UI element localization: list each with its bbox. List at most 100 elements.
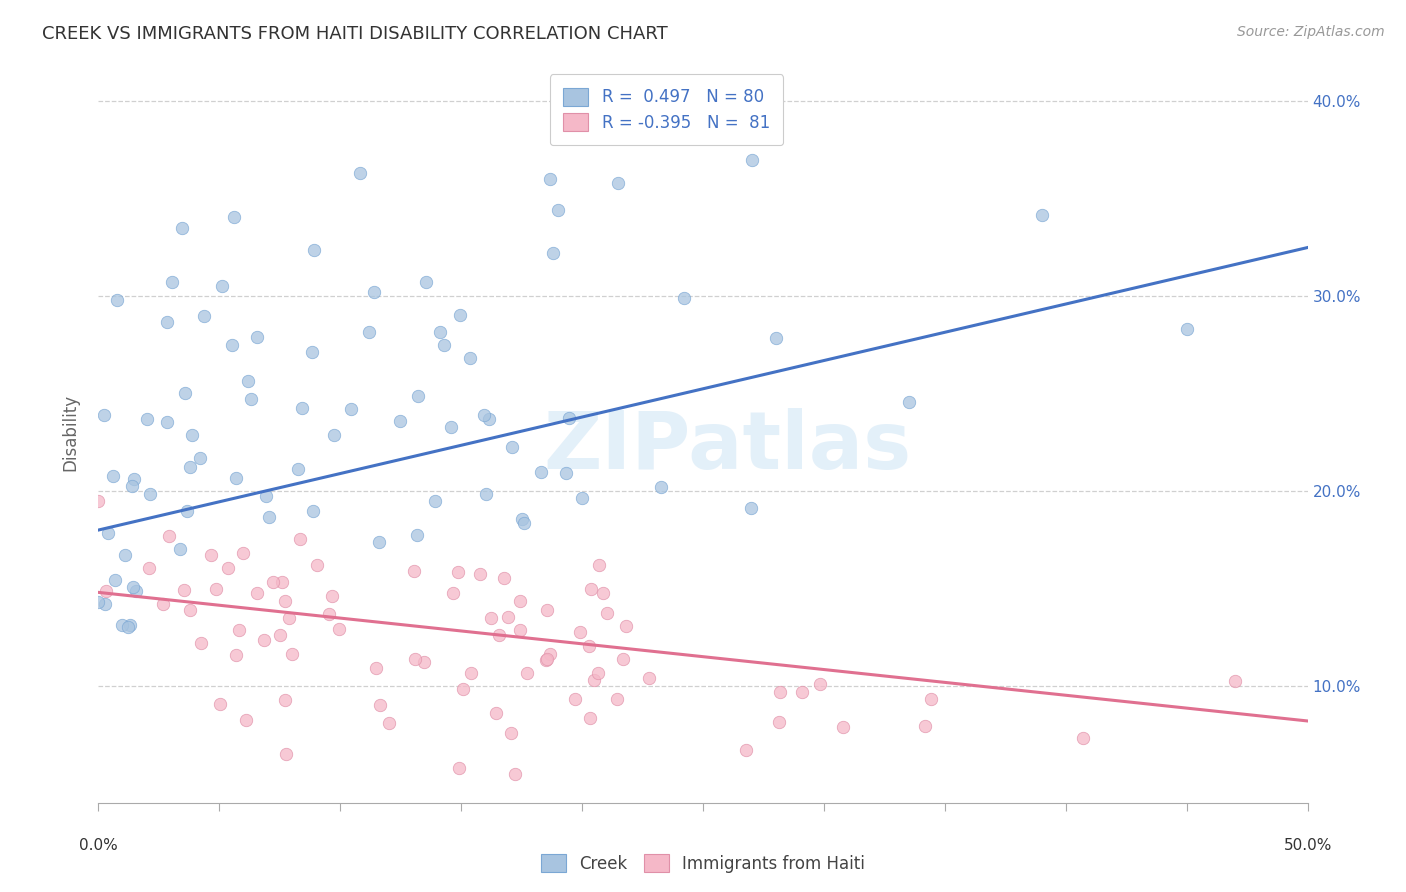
- Point: [1071, 731, 1094, 746]
- Point: [94, 584, 117, 599]
- Point: [225, 471, 247, 485]
- Point: [488, 628, 510, 642]
- Point: [510, 511, 533, 525]
- Point: [592, 585, 614, 599]
- Point: [232, 546, 254, 560]
- Point: [429, 325, 451, 339]
- Point: [111, 617, 134, 632]
- Point: [359, 325, 381, 339]
- Point: [1223, 673, 1246, 688]
- Point: [273, 594, 295, 608]
- Point: [281, 647, 304, 661]
- Point: [612, 652, 634, 666]
- Point: [124, 584, 146, 599]
- Point: [579, 582, 602, 597]
- Point: [179, 460, 201, 475]
- Text: ZIPatlas: ZIPatlas: [543, 409, 911, 486]
- Point: [364, 661, 387, 675]
- Point: [541, 246, 564, 260]
- Point: [538, 647, 561, 661]
- Point: [121, 479, 143, 493]
- Point: [117, 620, 139, 634]
- Point: [253, 632, 276, 647]
- Point: [460, 665, 482, 680]
- Point: [920, 691, 942, 706]
- Point: [368, 535, 391, 549]
- Point: [200, 549, 222, 563]
- Point: [433, 338, 456, 352]
- Point: [914, 719, 936, 733]
- Point: [499, 725, 522, 739]
- Point: [406, 389, 429, 403]
- Point: [538, 172, 561, 186]
- Point: [236, 374, 259, 388]
- Point: [301, 345, 323, 359]
- Point: [180, 428, 202, 442]
- Point: [221, 337, 243, 351]
- Point: [97, 525, 120, 540]
- Point: [536, 652, 558, 666]
- Point: [288, 533, 311, 547]
- Point: [897, 395, 920, 409]
- Point: [193, 309, 215, 323]
- Point: [169, 542, 191, 557]
- Point: [173, 582, 195, 597]
- Point: [105, 293, 128, 308]
- Point: [472, 409, 495, 423]
- Point: [534, 653, 557, 667]
- Point: [582, 673, 605, 688]
- Point: [262, 574, 284, 589]
- Point: [536, 603, 558, 617]
- Point: [741, 153, 763, 167]
- Point: [159, 529, 181, 543]
- Point: [578, 639, 600, 653]
- Point: [235, 713, 257, 727]
- Point: [190, 636, 212, 650]
- Point: [571, 491, 593, 506]
- Point: [120, 618, 142, 632]
- Point: [446, 565, 468, 579]
- Point: [503, 766, 526, 780]
- Point: [1031, 208, 1053, 222]
- Point: [103, 573, 125, 587]
- Point: [614, 619, 637, 633]
- Point: [378, 716, 401, 731]
- Point: [440, 420, 463, 434]
- Point: [138, 561, 160, 575]
- Y-axis label: Disability: Disability: [62, 394, 80, 471]
- Point: [228, 623, 250, 637]
- Point: [509, 623, 531, 637]
- Point: [555, 466, 578, 480]
- Point: [277, 611, 299, 625]
- Point: [270, 574, 292, 589]
- Point: [530, 465, 553, 479]
- Point: [405, 527, 427, 541]
- Point: [240, 392, 263, 406]
- Point: [179, 602, 201, 616]
- Point: [287, 461, 309, 475]
- Point: [606, 692, 628, 706]
- Point: [513, 516, 536, 530]
- Point: [423, 494, 446, 508]
- Point: [735, 743, 758, 757]
- Point: [318, 607, 340, 621]
- Point: [174, 386, 197, 401]
- Text: 0.0%: 0.0%: [79, 838, 118, 853]
- Point: [579, 711, 602, 725]
- Point: [155, 315, 177, 329]
- Point: [389, 413, 412, 427]
- Point: [152, 597, 174, 611]
- Point: [87, 595, 110, 609]
- Point: [156, 415, 179, 429]
- Point: [672, 291, 695, 305]
- Point: [254, 489, 277, 503]
- Point: [217, 560, 239, 574]
- Point: [1175, 322, 1198, 336]
- Point: [291, 401, 314, 415]
- Point: [328, 622, 350, 636]
- Point: [516, 666, 538, 681]
- Point: [547, 202, 569, 217]
- Point: [204, 582, 226, 596]
- Point: [259, 510, 281, 524]
- Point: [485, 706, 508, 721]
